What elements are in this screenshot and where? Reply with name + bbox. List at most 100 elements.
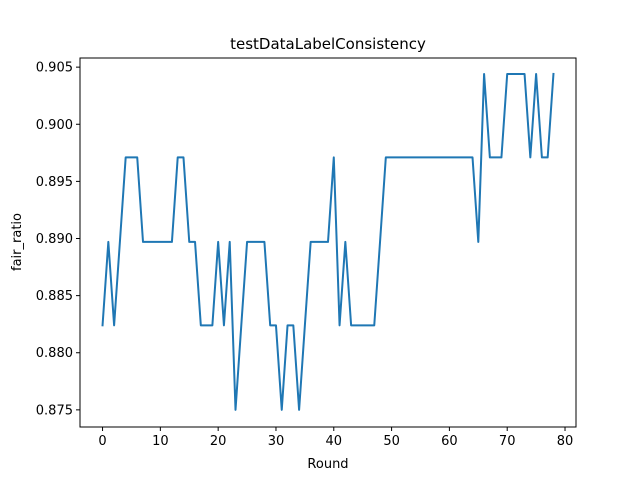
data-point xyxy=(315,241,317,243)
y-axis-ticks: 0.875 0.880 0.885 0.890 0.895 0.900 0.905 xyxy=(36,61,80,418)
data-point xyxy=(506,73,508,75)
data-point xyxy=(477,241,479,243)
y-tick-label: 0.900 xyxy=(36,118,73,133)
data-point xyxy=(466,156,468,158)
x-tick-label: 70 xyxy=(499,434,516,449)
data-point xyxy=(379,241,381,243)
data-point xyxy=(304,324,306,326)
data-point xyxy=(171,241,173,243)
data-point xyxy=(154,241,156,243)
data-point xyxy=(408,156,410,158)
data-point xyxy=(356,324,358,326)
data-point xyxy=(258,241,260,243)
x-tick-label: 30 xyxy=(268,434,285,449)
data-point xyxy=(119,241,121,243)
x-tick-label: 60 xyxy=(441,434,458,449)
data-point xyxy=(333,156,335,158)
data-point xyxy=(448,156,450,158)
data-point xyxy=(269,324,271,326)
y-tick-label: 0.895 xyxy=(36,175,73,190)
data-point xyxy=(443,156,445,158)
data-point xyxy=(425,156,427,158)
data-point xyxy=(535,73,537,75)
data-point xyxy=(235,409,237,411)
data-point xyxy=(287,324,289,326)
data-point xyxy=(217,241,219,243)
data-point xyxy=(419,156,421,158)
data-point xyxy=(263,241,265,243)
data-point xyxy=(460,156,462,158)
data-point xyxy=(402,156,404,158)
data-point xyxy=(454,156,456,158)
data-point xyxy=(310,241,312,243)
y-tick-label: 0.890 xyxy=(36,232,73,247)
chart-title: testDataLabelConsistency xyxy=(230,35,426,53)
data-point xyxy=(298,409,300,411)
x-tick-label: 80 xyxy=(557,434,574,449)
data-point xyxy=(229,241,231,243)
data-point xyxy=(240,324,242,326)
series-group xyxy=(101,72,555,411)
x-tick-label: 10 xyxy=(152,434,169,449)
data-point xyxy=(373,324,375,326)
data-point xyxy=(281,409,283,411)
data-point xyxy=(130,156,132,158)
data-point xyxy=(188,241,190,243)
x-tick-label: 0 xyxy=(98,434,106,449)
data-point xyxy=(350,324,352,326)
data-point xyxy=(367,324,369,326)
x-axis-label: Round xyxy=(307,457,348,472)
data-point xyxy=(252,241,254,243)
data-point xyxy=(223,324,225,326)
data-point xyxy=(321,241,323,243)
data-point xyxy=(437,156,439,158)
data-point xyxy=(246,241,248,243)
data-point xyxy=(344,241,346,243)
data-point xyxy=(385,156,387,158)
y-tick-label: 0.875 xyxy=(36,403,73,418)
y-tick-label: 0.885 xyxy=(36,289,73,304)
data-point xyxy=(483,73,485,75)
data-point xyxy=(136,156,138,158)
data-point xyxy=(495,156,497,158)
data-point xyxy=(182,156,184,158)
x-axis-ticks: 0 10 20 30 40 50 60 70 80 xyxy=(98,427,573,449)
data-point xyxy=(547,156,549,158)
x-tick-label: 40 xyxy=(326,434,343,449)
data-point xyxy=(472,156,474,158)
data-point xyxy=(206,324,208,326)
data-point xyxy=(529,156,531,158)
data-point xyxy=(177,156,179,158)
data-point xyxy=(518,73,520,75)
data-point xyxy=(148,241,150,243)
data-point xyxy=(211,324,213,326)
data-point xyxy=(275,324,277,326)
x-tick-label: 20 xyxy=(210,434,227,449)
y-tick-label: 0.905 xyxy=(36,61,73,76)
plot-frame xyxy=(79,57,577,428)
data-point xyxy=(125,156,127,158)
data-point xyxy=(552,73,554,75)
series-line-0 xyxy=(101,72,555,411)
data-point xyxy=(107,241,109,243)
data-point xyxy=(339,324,341,326)
data-point xyxy=(102,324,104,326)
data-point xyxy=(113,324,115,326)
y-axis-label: fair_ratio xyxy=(10,213,25,271)
data-point xyxy=(541,156,543,158)
data-point xyxy=(200,324,202,326)
data-point xyxy=(414,156,416,158)
data-point xyxy=(500,156,502,158)
data-point xyxy=(327,241,329,243)
data-point xyxy=(524,73,526,75)
data-point xyxy=(489,156,491,158)
x-tick-label: 50 xyxy=(383,434,400,449)
data-point xyxy=(142,241,144,243)
data-point xyxy=(431,156,433,158)
data-point xyxy=(292,324,294,326)
y-tick-label: 0.880 xyxy=(36,346,73,361)
data-point xyxy=(512,73,514,75)
data-point xyxy=(362,324,364,326)
